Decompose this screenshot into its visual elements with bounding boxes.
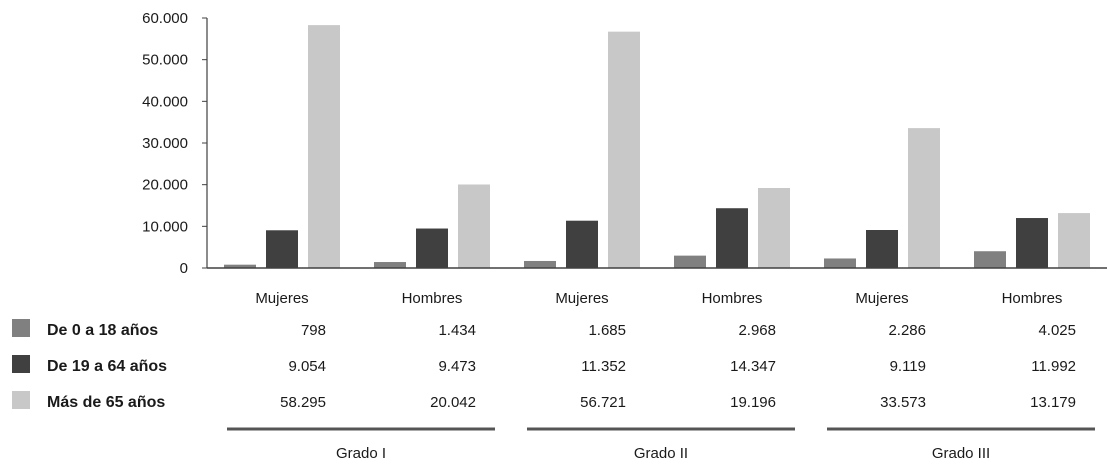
data-label: 2.286 [888, 322, 926, 339]
legend-label: De 0 a 18 años [47, 322, 158, 339]
legend-swatch [12, 319, 30, 337]
bar [458, 184, 490, 268]
y-tick-label: 20.000 [142, 177, 188, 194]
data-label: 11.992 [1031, 358, 1076, 375]
data-label: 9.054 [288, 358, 326, 375]
data-label: 9.473 [438, 358, 476, 375]
data-label: 20.042 [430, 394, 476, 411]
x-category-label: Hombres [1002, 290, 1063, 307]
x-category-label: Mujeres [855, 290, 908, 307]
data-label: 1.434 [438, 322, 476, 339]
group-label: Grado II [634, 445, 688, 462]
y-tick-label: 50.000 [142, 52, 188, 69]
y-tick-label: 10.000 [142, 218, 188, 235]
y-tick-label: 60.000 [142, 10, 188, 27]
data-label: 9.119 [890, 358, 926, 375]
bar [308, 25, 340, 268]
legend-label: De 19 a 64 años [47, 358, 167, 375]
legend-swatch [12, 355, 30, 373]
x-category-label: Mujeres [255, 290, 308, 307]
legend-label: Más de 65 años [47, 394, 165, 411]
data-label: 14.347 [730, 358, 776, 375]
bar [1016, 218, 1048, 268]
bar [824, 258, 856, 268]
y-tick-label: 40.000 [142, 93, 188, 110]
bar [716, 208, 748, 268]
group-label: Grado I [336, 445, 386, 462]
x-category-label: Hombres [702, 290, 763, 307]
x-category-label: Mujeres [555, 290, 608, 307]
data-label: 1.685 [588, 322, 626, 339]
bar [224, 264, 256, 268]
data-label: 56.721 [580, 394, 626, 411]
bar [866, 230, 898, 268]
bar [608, 31, 640, 268]
bar [1058, 213, 1090, 268]
bar [266, 230, 298, 268]
data-label: 33.573 [880, 394, 926, 411]
group-label: Grado III [932, 445, 990, 462]
x-category-label: Hombres [402, 290, 463, 307]
data-label: 19.196 [730, 394, 776, 411]
bar [758, 188, 790, 268]
data-label: 11.352 [581, 358, 626, 375]
legend-swatch [12, 391, 30, 409]
y-tick-label: 0 [180, 260, 188, 277]
data-label: 798 [301, 322, 326, 339]
bar [416, 228, 448, 268]
bar [908, 128, 940, 268]
data-label: 2.968 [738, 322, 776, 339]
data-label: 58.295 [280, 394, 326, 411]
data-label: 13.179 [1030, 394, 1076, 411]
bar [974, 251, 1006, 268]
y-tick-label: 30.000 [142, 135, 188, 152]
data-label: 4.025 [1038, 322, 1076, 339]
bar [374, 262, 406, 268]
bar [674, 255, 706, 268]
bar [566, 220, 598, 268]
bar [524, 260, 556, 268]
